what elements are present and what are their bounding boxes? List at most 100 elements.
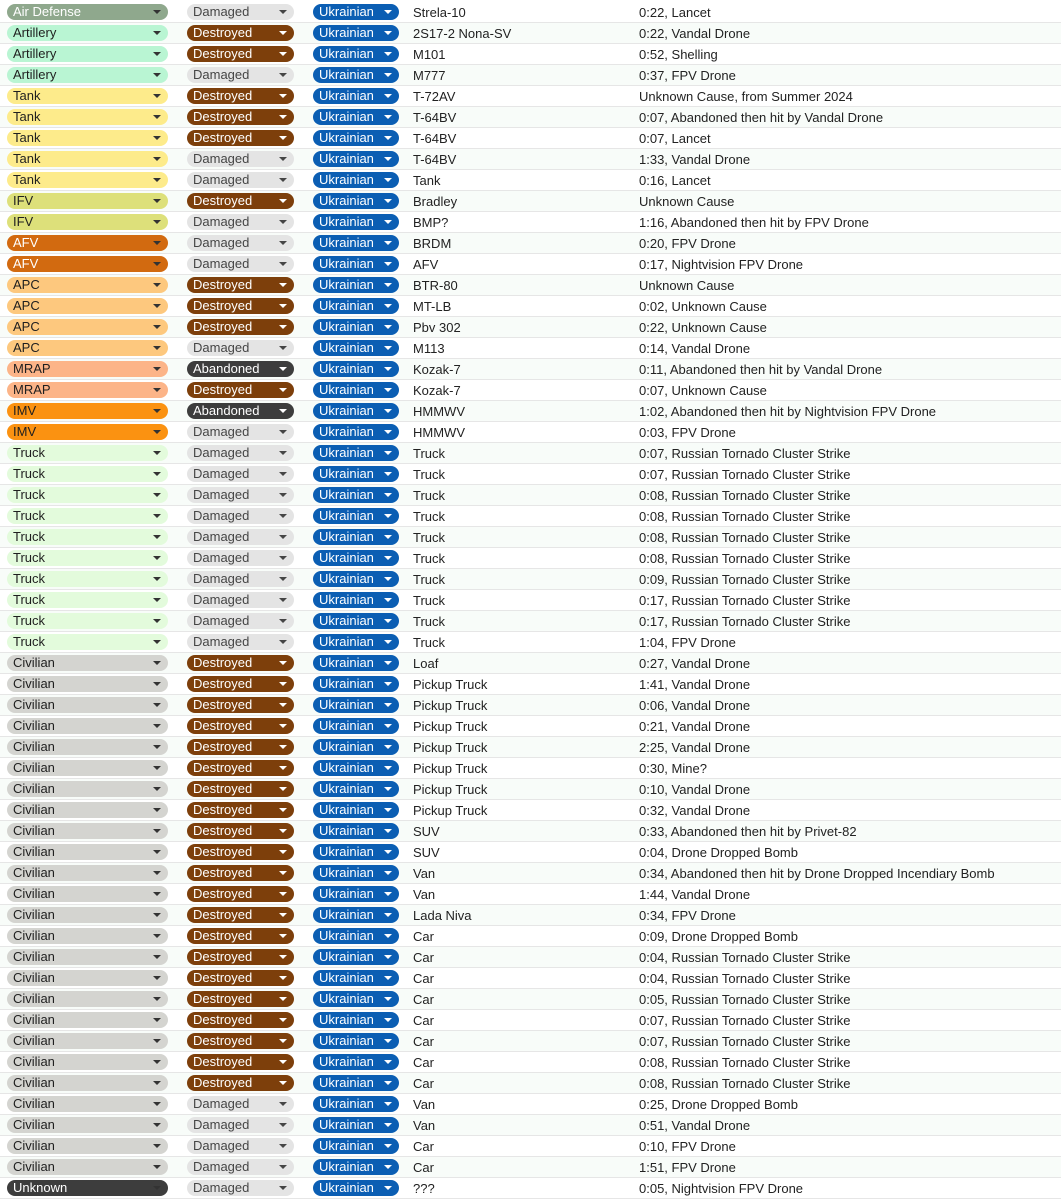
type-dropdown[interactable]: MRAP (7, 382, 168, 398)
status-dropdown[interactable]: Destroyed (187, 865, 294, 881)
side-dropdown[interactable]: Ukrainian (313, 613, 399, 629)
status-dropdown[interactable]: Destroyed (187, 193, 294, 209)
status-dropdown[interactable]: Destroyed (187, 382, 294, 398)
side-dropdown[interactable]: Ukrainian (313, 382, 399, 398)
type-dropdown[interactable]: Civilian (7, 781, 168, 797)
status-dropdown[interactable]: Damaged (187, 340, 294, 356)
type-dropdown[interactable]: Civilian (7, 865, 168, 881)
type-dropdown[interactable]: Truck (7, 550, 168, 566)
side-dropdown[interactable]: Ukrainian (313, 718, 399, 734)
side-dropdown[interactable]: Ukrainian (313, 991, 399, 1007)
type-dropdown[interactable]: APC (7, 298, 168, 314)
status-dropdown[interactable]: Destroyed (187, 991, 294, 1007)
side-dropdown[interactable]: Ukrainian (313, 949, 399, 965)
type-dropdown[interactable]: Truck (7, 508, 168, 524)
side-dropdown[interactable]: Ukrainian (313, 781, 399, 797)
type-dropdown[interactable]: Tank (7, 130, 168, 146)
type-dropdown[interactable]: IFV (7, 193, 168, 209)
type-dropdown[interactable]: Artillery (7, 25, 168, 41)
side-dropdown[interactable]: Ukrainian (313, 886, 399, 902)
type-dropdown[interactable]: APC (7, 277, 168, 293)
side-dropdown[interactable]: Ukrainian (313, 88, 399, 104)
status-dropdown[interactable]: Damaged (187, 1096, 294, 1112)
status-dropdown[interactable]: Destroyed (187, 277, 294, 293)
side-dropdown[interactable]: Ukrainian (313, 634, 399, 650)
type-dropdown[interactable]: MRAP (7, 361, 168, 377)
side-dropdown[interactable]: Ukrainian (313, 1117, 399, 1133)
type-dropdown[interactable]: Truck (7, 592, 168, 608)
status-dropdown[interactable]: Destroyed (187, 760, 294, 776)
side-dropdown[interactable]: Ukrainian (313, 1138, 399, 1154)
side-dropdown[interactable]: Ukrainian (313, 571, 399, 587)
type-dropdown[interactable]: Civilian (7, 1033, 168, 1049)
side-dropdown[interactable]: Ukrainian (313, 361, 399, 377)
type-dropdown[interactable]: APC (7, 340, 168, 356)
type-dropdown[interactable]: Civilian (7, 1012, 168, 1028)
status-dropdown[interactable]: Damaged (187, 445, 294, 461)
type-dropdown[interactable]: Civilian (7, 1054, 168, 1070)
status-dropdown[interactable]: Destroyed (187, 949, 294, 965)
type-dropdown[interactable]: Civilian (7, 970, 168, 986)
side-dropdown[interactable]: Ukrainian (313, 298, 399, 314)
side-dropdown[interactable]: Ukrainian (313, 739, 399, 755)
type-dropdown[interactable]: Tank (7, 88, 168, 104)
side-dropdown[interactable]: Ukrainian (313, 277, 399, 293)
type-dropdown[interactable]: Truck (7, 613, 168, 629)
status-dropdown[interactable]: Destroyed (187, 1033, 294, 1049)
type-dropdown[interactable]: Civilian (7, 886, 168, 902)
type-dropdown[interactable]: Air Defense (7, 4, 168, 20)
side-dropdown[interactable]: Ukrainian (313, 1180, 399, 1196)
side-dropdown[interactable]: Ukrainian (313, 319, 399, 335)
side-dropdown[interactable]: Ukrainian (313, 844, 399, 860)
status-dropdown[interactable]: Damaged (187, 424, 294, 440)
status-dropdown[interactable]: Damaged (187, 235, 294, 251)
side-dropdown[interactable]: Ukrainian (313, 235, 399, 251)
status-dropdown[interactable]: Destroyed (187, 844, 294, 860)
side-dropdown[interactable]: Ukrainian (313, 1012, 399, 1028)
side-dropdown[interactable]: Ukrainian (313, 340, 399, 356)
status-dropdown[interactable]: Destroyed (187, 46, 294, 62)
side-dropdown[interactable]: Ukrainian (313, 823, 399, 839)
status-dropdown[interactable]: Damaged (187, 4, 294, 20)
status-dropdown[interactable]: Destroyed (187, 970, 294, 986)
status-dropdown[interactable]: Abandoned (187, 361, 294, 377)
side-dropdown[interactable]: Ukrainian (313, 697, 399, 713)
status-dropdown[interactable]: Destroyed (187, 655, 294, 671)
side-dropdown[interactable]: Ukrainian (313, 1054, 399, 1070)
type-dropdown[interactable]: Civilian (7, 697, 168, 713)
type-dropdown[interactable]: Truck (7, 634, 168, 650)
type-dropdown[interactable]: Tank (7, 109, 168, 125)
side-dropdown[interactable]: Ukrainian (313, 109, 399, 125)
status-dropdown[interactable]: Destroyed (187, 1054, 294, 1070)
side-dropdown[interactable]: Ukrainian (313, 1096, 399, 1112)
status-dropdown[interactable]: Damaged (187, 487, 294, 503)
type-dropdown[interactable]: Civilian (7, 928, 168, 944)
type-dropdown[interactable]: Civilian (7, 1075, 168, 1091)
type-dropdown[interactable]: Civilian (7, 991, 168, 1007)
side-dropdown[interactable]: Ukrainian (313, 1033, 399, 1049)
side-dropdown[interactable]: Ukrainian (313, 151, 399, 167)
side-dropdown[interactable]: Ukrainian (313, 970, 399, 986)
status-dropdown[interactable]: Destroyed (187, 319, 294, 335)
type-dropdown[interactable]: Civilian (7, 676, 168, 692)
type-dropdown[interactable]: Civilian (7, 823, 168, 839)
type-dropdown[interactable]: Civilian (7, 1096, 168, 1112)
side-dropdown[interactable]: Ukrainian (313, 529, 399, 545)
side-dropdown[interactable]: Ukrainian (313, 592, 399, 608)
type-dropdown[interactable]: Civilian (7, 655, 168, 671)
side-dropdown[interactable]: Ukrainian (313, 193, 399, 209)
side-dropdown[interactable]: Ukrainian (313, 487, 399, 503)
status-dropdown[interactable]: Destroyed (187, 739, 294, 755)
side-dropdown[interactable]: Ukrainian (313, 403, 399, 419)
side-dropdown[interactable]: Ukrainian (313, 424, 399, 440)
type-dropdown[interactable]: IMV (7, 403, 168, 419)
status-dropdown[interactable]: Destroyed (187, 298, 294, 314)
status-dropdown[interactable]: Damaged (187, 151, 294, 167)
side-dropdown[interactable]: Ukrainian (313, 172, 399, 188)
type-dropdown[interactable]: Civilian (7, 802, 168, 818)
side-dropdown[interactable]: Ukrainian (313, 214, 399, 230)
side-dropdown[interactable]: Ukrainian (313, 466, 399, 482)
status-dropdown[interactable]: Destroyed (187, 1012, 294, 1028)
status-dropdown[interactable]: Damaged (187, 613, 294, 629)
side-dropdown[interactable]: Ukrainian (313, 256, 399, 272)
